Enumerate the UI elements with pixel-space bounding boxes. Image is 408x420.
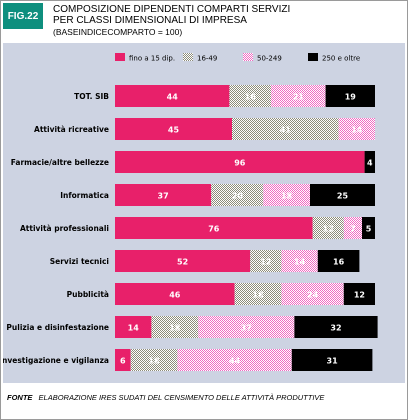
value-label-6-3: 12 <box>354 291 365 300</box>
bar-segment-4-3 <box>362 217 375 239</box>
bar-segment-1-1 <box>232 118 339 140</box>
bar-segment-6-2 <box>281 283 344 305</box>
category-label-5: Servizi tecnici <box>50 257 109 266</box>
figure-subtitle: (BASEINDICECOMPARTO = 100) <box>53 27 183 37</box>
value-label-1-1: 41 <box>280 126 292 135</box>
bar-segment-8-1 <box>130 349 178 371</box>
value-label-0-1: 16 <box>245 93 257 102</box>
value-label-8-0: 6 <box>120 357 126 366</box>
category-label-1: Attività ricreative <box>34 125 109 134</box>
value-label-3-0: 37 <box>158 192 169 201</box>
value-label-8-1: 18 <box>148 357 160 366</box>
bar-segment-2-0 <box>115 151 365 173</box>
legend-swatch-2 <box>243 53 253 61</box>
category-label-7: Pulizia e disinfestazione <box>6 323 109 332</box>
legend-label-2: 50-249 <box>257 55 282 63</box>
value-label-6-2: 24 <box>307 291 319 300</box>
source-text: ELABORAZIONE IRES SUDATI DEL CENSIMENTO … <box>38 393 325 402</box>
bar-segment-3-2 <box>263 184 310 206</box>
value-label-5-2: 14 <box>294 258 306 267</box>
bar-segment-7-0 <box>115 316 152 338</box>
figure-title-line-2: PER CLASSI DIMENSIONALI DI IMPRESA <box>53 15 247 26</box>
category-label-2: Farmacie/altre bellezze <box>11 158 109 167</box>
bar-segment-1-2 <box>338 118 375 140</box>
value-label-3-2: 18 <box>281 192 293 201</box>
value-label-3-3: 25 <box>337 192 349 201</box>
bar-segment-0-1 <box>229 85 271 107</box>
bar-segment-0-2 <box>271 85 326 107</box>
value-label-4-3: 5 <box>366 225 372 234</box>
bar-segment-1-0 <box>115 118 232 140</box>
bar-segment-8-0 <box>115 349 131 371</box>
category-label-0: TOT. SIB <box>74 92 109 101</box>
value-label-2-3: 4 <box>367 159 373 168</box>
value-label-2-0: 96 <box>234 159 246 168</box>
bar-segment-0-3 <box>325 85 375 107</box>
category-label-3: Informatica <box>60 191 109 200</box>
value-label-5-1: 12 <box>260 258 271 267</box>
bar-segment-4-2 <box>343 217 362 239</box>
value-label-8-2: 44 <box>229 357 241 366</box>
category-label-6: Pubblicità <box>67 290 109 299</box>
bar-segment-5-0 <box>115 250 251 272</box>
value-label-7-0: 14 <box>128 324 140 333</box>
legend-label-0: fino a 15 dip. <box>129 55 175 63</box>
value-label-1-0: 45 <box>168 126 180 135</box>
value-label-8-3: 31 <box>327 357 339 366</box>
value-label-7-3: 32 <box>330 324 341 333</box>
bar-segment-5-3 <box>317 250 360 272</box>
legend-swatch-3 <box>308 53 318 61</box>
value-label-5-3: 16 <box>333 258 345 267</box>
legend-swatch-0 <box>115 53 125 61</box>
category-labels: TOT. SIB Attività ricreative Farmacie/altr… <box>0 92 109 365</box>
legend-swatch-1 <box>183 53 193 61</box>
chart-legend: fino a 15 dip. 16-49 50-249 250 e oltre <box>115 53 360 63</box>
legend-label-1: 16-49 <box>197 55 217 63</box>
value-label-4-1: 12 <box>323 225 334 234</box>
figure-title-line-1: COMPOSIZIONE DIPENDENTI COMPARTI SERVIZI <box>53 4 291 15</box>
bar-segment-5-1 <box>250 250 282 272</box>
category-label-8: Investigazione e vigilanza <box>3 356 109 365</box>
value-label-1-2: 14 <box>351 126 363 135</box>
value-label-0-0: 44 <box>167 93 179 102</box>
value-label-6-1: 18 <box>252 291 264 300</box>
value-label-4-2: 7 <box>350 225 356 234</box>
figure-title-block: COMPOSIZIONE DIPENDENTI COMPARTI SERVIZI… <box>53 4 393 37</box>
legend-label-3: 250 e oltre <box>322 55 360 63</box>
bar-segment-7-1 <box>151 316 199 338</box>
source-note: FONTE ELABORAZIONE IRES SUDATI DEL CENSI… <box>7 393 407 402</box>
source-label: FONTE <box>7 393 33 402</box>
bar-segment-3-1 <box>211 184 264 206</box>
category-label-4: Attività professionali <box>20 224 109 233</box>
value-label-0-2: 21 <box>293 93 305 102</box>
bar-segment-6-3 <box>343 283 375 305</box>
bar-segment-3-0 <box>115 184 212 206</box>
bar-segment-6-0 <box>115 283 235 305</box>
value-label-4-0: 76 <box>208 225 220 234</box>
value-label-3-1: 20 <box>232 192 244 201</box>
value-label-0-3: 19 <box>345 93 357 102</box>
bar-segment-4-1 <box>312 217 344 239</box>
value-label-6-0: 46 <box>169 291 181 300</box>
bar-segment-3-3 <box>310 184 375 206</box>
bar-segment-2-3 <box>364 151 375 173</box>
stacked-bar-chart: fino a 15 dip. 16-49 50-249 250 e oltre TOT… <box>0 53 378 371</box>
bar-segment-8-3 <box>291 349 373 371</box>
value-label-5-0: 52 <box>177 258 188 267</box>
bar-segment-0-0 <box>115 85 230 107</box>
chart-plot-area: fino a 15 dip. 16-49 50-249 250 e oltre TOT… <box>0 43 405 383</box>
bar-segment-6-1 <box>234 283 282 305</box>
bar-segment-4-0 <box>115 217 313 239</box>
figure-badge: FIG.22 <box>3 3 43 29</box>
bar-segment-5-2 <box>281 250 318 272</box>
bar-segment-7-3 <box>294 316 378 338</box>
value-label-7-1: 18 <box>169 324 181 333</box>
value-label-7-2: 37 <box>241 324 252 333</box>
bar-segment-8-2 <box>177 349 292 371</box>
bar-segment-7-2 <box>198 316 295 338</box>
